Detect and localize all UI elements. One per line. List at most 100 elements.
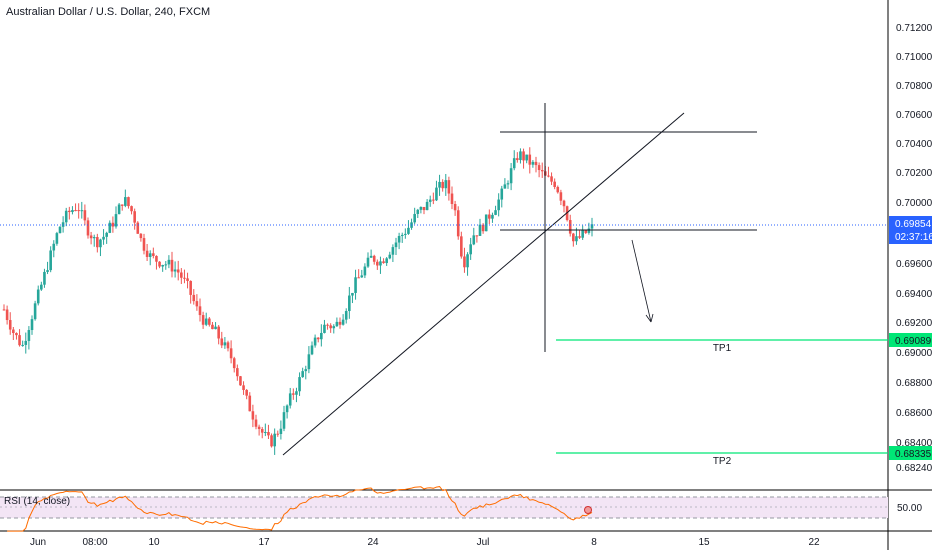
candle-body	[139, 233, 143, 239]
candle-body	[547, 175, 550, 177]
candle-body	[491, 214, 494, 219]
candle-body	[21, 344, 24, 346]
price-tick: 0.69600	[896, 259, 932, 270]
time-tick: Jun	[30, 537, 46, 548]
candle-body	[509, 168, 513, 184]
candle-body	[198, 306, 202, 316]
candle-body	[127, 197, 130, 207]
candle-body	[211, 324, 214, 330]
tp1-price-tag	[889, 333, 932, 347]
candle-body	[33, 303, 37, 320]
candle-body	[176, 269, 180, 273]
candle-body	[404, 233, 407, 235]
candle-body	[239, 376, 242, 386]
price-axis[interactable]: 0.71200 0.71000 0.70800 0.70600 0.70400 …	[896, 23, 932, 474]
candle-body	[158, 261, 161, 267]
trend-line[interactable]	[282, 112, 685, 456]
candle-body	[584, 230, 588, 233]
candle-body	[298, 377, 301, 392]
candle-body	[217, 326, 220, 339]
time-tick: 15	[698, 537, 710, 548]
candle-body	[5, 309, 9, 321]
candle-body	[351, 292, 354, 296]
price-tick: 0.69000	[896, 348, 932, 359]
current-price-tag	[889, 216, 932, 244]
time-tick: 17	[258, 537, 270, 548]
tp1-price-value: 0.69089	[895, 336, 932, 347]
candle-body	[587, 228, 591, 233]
candle-body	[562, 200, 566, 207]
candle-body	[111, 222, 115, 227]
candle-body	[450, 193, 454, 204]
down-arrow-shaft[interactable]	[631, 239, 652, 323]
price-tick: 0.70400	[896, 139, 932, 150]
candle-body	[512, 158, 516, 169]
candle-body	[270, 435, 273, 447]
candle-body	[248, 395, 252, 412]
candle-body	[478, 224, 482, 236]
candle-body	[422, 206, 426, 211]
candle-body	[581, 230, 584, 238]
candle-body	[183, 277, 186, 279]
time-tick: 22	[808, 537, 820, 548]
candle-body	[226, 342, 230, 349]
candle-body	[335, 321, 339, 327]
candle-body	[30, 319, 34, 331]
candle-body	[534, 161, 538, 166]
candle-body	[578, 236, 581, 238]
candle-body	[360, 275, 364, 278]
time-tick: 10	[148, 537, 160, 548]
rsi-line	[7, 486, 593, 532]
candle-body	[117, 204, 121, 215]
candle-body	[441, 181, 444, 189]
candle-body	[497, 199, 500, 211]
candle-body	[86, 220, 90, 236]
candle-body	[257, 426, 261, 430]
candle-body	[8, 320, 12, 330]
candle-body	[304, 369, 308, 372]
candle-body	[444, 180, 448, 189]
rsi-last-point	[584, 506, 592, 514]
candle-body	[276, 433, 280, 435]
candle-body	[195, 301, 199, 307]
price-tick: 0.68400	[896, 438, 932, 449]
price-tick: 0.69400	[896, 289, 932, 300]
current-price-value: 0.69854	[895, 219, 932, 230]
candle-body	[58, 226, 62, 234]
candle-body	[376, 261, 379, 266]
time-axis[interactable]: Jun 08:00 10 17 24 Jul 8 15 22	[30, 537, 820, 548]
candle-body	[264, 432, 267, 434]
candle-body	[500, 188, 504, 200]
candle-body	[27, 330, 31, 341]
candle-body	[130, 206, 133, 212]
candle-body	[52, 243, 56, 251]
candle-body	[438, 181, 441, 188]
candle-body	[80, 210, 84, 212]
candle-body	[382, 261, 385, 264]
candle-body	[348, 295, 351, 312]
candle-body	[310, 345, 314, 355]
candle-body	[77, 210, 80, 212]
candle-body	[522, 151, 525, 161]
time-tick: Jul	[477, 537, 490, 548]
candle-body	[12, 329, 15, 334]
candle-body	[400, 234, 404, 236]
candle-body	[105, 232, 108, 237]
candle-body	[525, 154, 528, 161]
candle-body	[503, 184, 507, 189]
price-tick: 0.68240	[896, 463, 932, 474]
candle-body	[575, 236, 578, 242]
candle-body	[40, 284, 43, 290]
candle-body	[208, 318, 211, 325]
candle-body	[301, 371, 304, 378]
candle-body	[64, 210, 68, 223]
candle-body	[71, 210, 74, 213]
candle-body	[394, 242, 398, 248]
candles-layer	[2, 147, 594, 455]
candle-body	[180, 272, 183, 278]
candle-body	[341, 319, 345, 325]
candle-body	[453, 203, 457, 211]
candle-body	[204, 318, 208, 325]
candle-body	[354, 277, 357, 293]
